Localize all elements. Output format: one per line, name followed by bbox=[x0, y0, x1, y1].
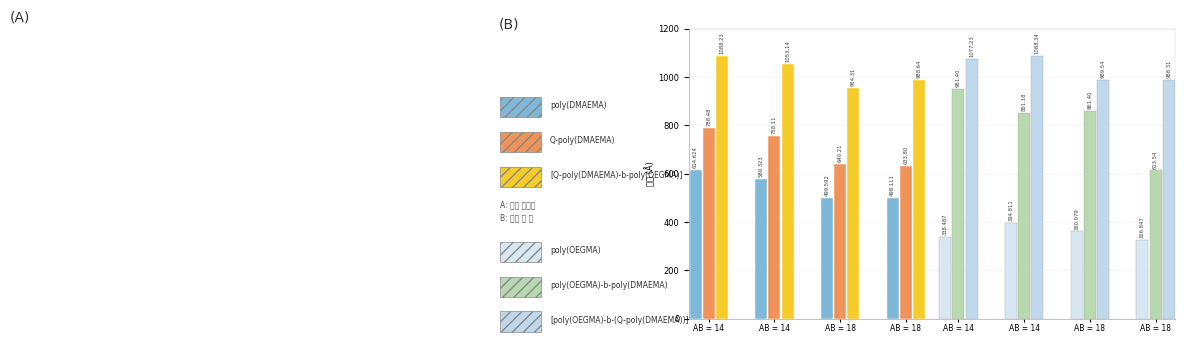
Bar bbox=[689, 170, 702, 319]
Bar bbox=[1162, 80, 1175, 319]
Text: 1088.23: 1088.23 bbox=[719, 32, 725, 54]
Text: poly(OEGMA): poly(OEGMA) bbox=[550, 246, 601, 255]
Bar bbox=[834, 164, 846, 319]
Bar bbox=[900, 165, 912, 319]
Bar bbox=[501, 242, 541, 262]
Text: 338.487: 338.487 bbox=[943, 213, 948, 235]
Text: 360.979: 360.979 bbox=[1074, 208, 1079, 230]
Text: A: 실란 겨시제
B: 알킬 슬 인: A: 실란 겨시제 B: 알킬 슬 인 bbox=[501, 200, 535, 223]
Bar bbox=[1031, 56, 1043, 319]
Bar bbox=[501, 277, 541, 297]
Text: poly(DMAEMA): poly(DMAEMA) bbox=[550, 101, 607, 110]
Text: 499.592: 499.592 bbox=[825, 174, 830, 196]
Text: 326.847: 326.847 bbox=[1140, 216, 1146, 238]
Text: 951.40: 951.40 bbox=[956, 68, 961, 87]
Bar bbox=[702, 128, 715, 319]
Bar bbox=[1097, 80, 1109, 319]
Bar bbox=[1149, 171, 1162, 319]
Bar bbox=[1005, 223, 1017, 319]
Y-axis label: 두께 (Å): 두께 (Å) bbox=[645, 161, 656, 186]
Text: [Q-poly(DMAEMA)-b-poly(OEGMA)]: [Q-poly(DMAEMA)-b-poly(OEGMA)] bbox=[550, 171, 683, 180]
Bar bbox=[939, 237, 951, 319]
Text: 988.64: 988.64 bbox=[917, 59, 921, 78]
Text: (B): (B) bbox=[498, 17, 519, 31]
Bar bbox=[913, 80, 925, 319]
Bar bbox=[887, 198, 899, 319]
Text: 788.48: 788.48 bbox=[706, 108, 712, 126]
Text: 1088.34: 1088.34 bbox=[1035, 32, 1039, 54]
Text: 851.18: 851.18 bbox=[1022, 93, 1026, 111]
Text: 861.40: 861.40 bbox=[1087, 90, 1092, 109]
Text: [poly(OEGMA)-b-(Q-poly(DMAEMA))]: [poly(OEGMA)-b-(Q-poly(DMAEMA))] bbox=[550, 316, 689, 324]
Text: 613.54: 613.54 bbox=[1153, 150, 1159, 169]
Text: 1053.14: 1053.14 bbox=[786, 41, 790, 63]
Bar bbox=[1084, 111, 1095, 319]
Text: 633.80: 633.80 bbox=[904, 146, 908, 164]
Text: 758.11: 758.11 bbox=[772, 115, 777, 134]
Text: 954.31: 954.31 bbox=[851, 68, 856, 86]
Bar bbox=[821, 198, 833, 319]
Text: 614.624: 614.624 bbox=[693, 146, 699, 168]
Bar bbox=[952, 89, 964, 319]
Bar bbox=[715, 56, 728, 319]
Text: 989.54: 989.54 bbox=[1100, 59, 1105, 78]
Bar bbox=[782, 64, 794, 319]
Text: 1077.23: 1077.23 bbox=[969, 35, 974, 57]
Bar bbox=[756, 178, 768, 319]
Text: 394.811: 394.811 bbox=[1008, 199, 1013, 221]
Text: poly(OEGMA)-b-poly(DMAEMA): poly(OEGMA)-b-poly(DMAEMA) bbox=[550, 281, 668, 290]
Bar bbox=[501, 311, 541, 332]
Bar bbox=[769, 136, 781, 319]
Bar bbox=[848, 88, 859, 319]
Bar bbox=[501, 132, 541, 152]
Text: 988.31: 988.31 bbox=[1166, 60, 1172, 78]
Bar bbox=[501, 167, 541, 187]
Bar bbox=[501, 97, 541, 117]
Text: 498.111: 498.111 bbox=[890, 174, 895, 197]
Bar bbox=[1136, 240, 1149, 319]
Bar bbox=[1070, 231, 1082, 319]
Text: Q-poly(DMAEMA): Q-poly(DMAEMA) bbox=[550, 136, 615, 145]
Text: (A): (A) bbox=[10, 11, 30, 25]
Text: 640.21: 640.21 bbox=[838, 144, 843, 162]
Bar bbox=[1018, 113, 1030, 319]
Text: 580.323: 580.323 bbox=[759, 155, 764, 177]
Bar bbox=[966, 59, 977, 319]
